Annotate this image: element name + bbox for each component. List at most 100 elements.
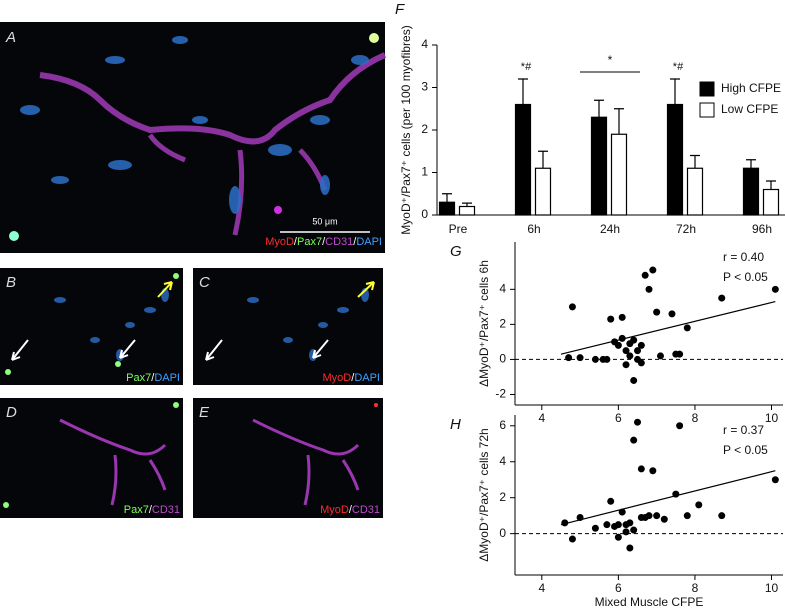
point [771,285,779,293]
caption-part: / [351,372,355,384]
legend-label: High CFPE [721,81,781,95]
point [576,513,584,521]
point [626,544,634,552]
stat-label: r = 0.40 [723,250,764,264]
y-axis-label: MyoD⁺/Pax7⁺ cells (per 100 myofibres) [399,25,413,234]
image-caption: Pax7/DAPI [126,372,180,384]
micrograph-a [0,22,387,253]
point [565,354,573,362]
bar [534,167,552,216]
error-bar [614,108,624,135]
point [603,521,611,529]
y-axis-label: ΔMyoD⁺/Pax7⁺ cells 6h [477,260,491,387]
caption-part: / [322,236,326,248]
point [683,324,691,332]
point [607,497,615,505]
caption-part: CD31 [325,236,353,248]
x-tick-label: 4 [538,581,545,595]
image-caption: MyoD/CD31 [320,504,380,516]
caption-part: DAPI [354,372,380,384]
bar [742,167,760,216]
panel-label: D [6,404,17,421]
error-bar [518,78,528,105]
x-tick-label: 6 [615,411,622,425]
micrograph-c [193,268,383,385]
bar [610,133,628,216]
image-caption: MyoD/DAPI [323,372,380,384]
point [603,355,611,363]
bar [666,103,684,216]
panel-label: B [6,274,16,291]
point [637,465,645,473]
error-bar [594,99,604,118]
caption-part: DAPI [356,236,382,248]
x-tick-label: 6 [615,581,622,595]
y-tick-label: 2 [499,490,506,504]
x-tick-label: 24h [600,222,620,236]
error-bar [766,180,776,190]
point [649,266,657,274]
point [618,313,626,321]
x-tick-label: 6h [527,222,540,236]
point [718,294,726,302]
legend-swatch [699,81,715,97]
point [653,512,661,520]
point [630,526,638,534]
error-bar [670,78,680,105]
point [607,315,615,323]
caption-part: MyoD [265,236,294,248]
scale-bar-label: 50 μm [312,216,337,226]
point [683,512,691,520]
legend-swatch [699,102,715,118]
point [622,347,630,355]
point [622,528,630,536]
caption-part: Pax7 [297,236,322,248]
caption-part: / [294,236,298,248]
y-tick-label: 4 [421,37,428,51]
bar [686,167,704,216]
x-tick-label: 10 [765,411,779,425]
point [695,501,703,509]
annotation: *# [521,61,532,73]
point [771,476,779,484]
error-bar [462,202,472,207]
error-bar [690,154,700,169]
point [630,376,638,384]
caption-part: DAPI [154,372,180,384]
point [626,352,634,360]
x-tick-label: 96h [752,222,772,236]
x-tick-label: 4 [538,411,545,425]
point [637,359,645,367]
y-tick-label: 4 [499,454,506,468]
bar [514,103,532,216]
point [653,308,661,316]
point [634,418,642,426]
panel-label: E [199,404,210,421]
bar [438,201,456,216]
x-tick-label: 10 [765,581,779,595]
point [672,490,680,498]
caption-part: / [149,504,153,516]
micrograph-e [193,398,383,518]
caption-part: Pax7 [126,372,151,384]
point [634,347,642,355]
point [641,271,649,279]
micrograph-b [0,268,183,385]
point [614,341,622,349]
point [645,285,653,293]
trend-line [560,301,776,355]
point [618,508,626,516]
point [656,352,664,360]
point [637,341,645,349]
y-tick-label: 1 [421,165,428,179]
legend-label: Low CFPE [721,102,778,116]
annotation: *# [673,61,684,73]
panel-label: F [395,1,405,18]
point [568,535,576,543]
caption-part: / [353,236,357,248]
y-tick-label: 2 [499,317,506,331]
panel-label: G [450,243,462,260]
point [718,512,726,520]
micrograph-d [0,398,183,518]
